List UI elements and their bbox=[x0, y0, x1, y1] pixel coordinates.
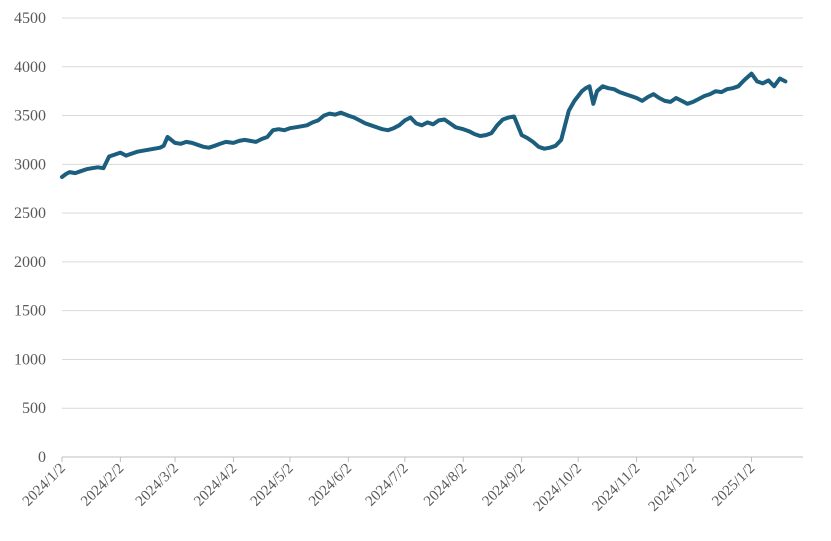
series-line bbox=[60, 71, 788, 179]
x-tick-label: 2024/12/2 bbox=[646, 461, 700, 515]
series-group bbox=[60, 71, 788, 179]
y-tick-label: 2000 bbox=[14, 254, 46, 271]
x-tick-label: 2024/11/2 bbox=[589, 461, 643, 515]
y-axis-tick-labels: 0 500 1000 1500 2000 2500 3000 3500 4000 4500 bbox=[14, 10, 46, 466]
y-tick-label: 0 bbox=[38, 449, 46, 466]
y-tick-label: 2500 bbox=[14, 205, 46, 222]
gridlines bbox=[62, 17, 803, 458]
y-tick-label: 1500 bbox=[14, 303, 46, 320]
y-tick-label: 4000 bbox=[14, 59, 46, 76]
y-tick-label: 1000 bbox=[14, 351, 46, 368]
x-tick-label: 2024/4/2 bbox=[191, 461, 240, 510]
x-tick-label: 2024/2/2 bbox=[78, 461, 127, 510]
y-tick-label: 500 bbox=[22, 400, 46, 417]
x-axis-tick-labels: 2024/1/2 2024/2/2 2024/3/2 2024/4/2 2024/5/2… bbox=[20, 457, 758, 515]
x-tick-label: 2025/1/2 bbox=[709, 461, 758, 510]
y-tick-label: 3500 bbox=[14, 108, 46, 125]
x-tick-label: 2024/7/2 bbox=[363, 461, 412, 510]
y-tick-label: 3000 bbox=[14, 156, 46, 173]
x-tick-label: 2024/5/2 bbox=[248, 461, 297, 510]
x-tick-label: 2024/3/2 bbox=[133, 461, 182, 510]
x-tick-label: 2024/9/2 bbox=[479, 461, 528, 510]
x-tick-label: 2024/8/2 bbox=[421, 461, 470, 510]
x-tick-label: 2024/1/2 bbox=[20, 461, 69, 510]
x-tick-label: 2024/10/2 bbox=[531, 461, 585, 515]
y-tick-label: 4500 bbox=[14, 10, 46, 27]
x-tick-label: 2024/6/2 bbox=[306, 461, 355, 510]
